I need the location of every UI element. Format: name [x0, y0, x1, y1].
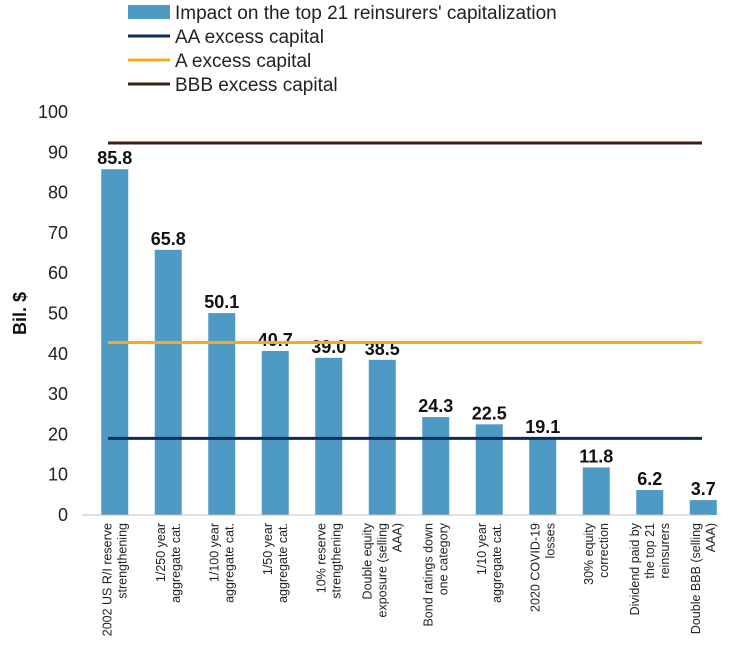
x-tick-label: 1/10 yearaggregate cat. — [475, 523, 504, 603]
data-label: 11.8 — [579, 446, 613, 466]
y-axis-title: Bil. $ — [10, 292, 30, 335]
bar — [689, 500, 717, 515]
x-tick-label: 1/50 yearaggregate cat. — [261, 523, 290, 603]
legend-label: AA excess capital — [175, 27, 324, 48]
y-tick-label: 0 — [58, 505, 68, 525]
data-label: 24.3 — [418, 396, 453, 416]
x-tick-label: Double BBB (sellingAAA) — [689, 523, 718, 634]
bar — [208, 313, 236, 515]
data-label: 65.8 — [151, 229, 186, 249]
x-tick-label: 2020 COVID-19losses — [528, 523, 557, 612]
x-tick-label: 1/100 yearaggregate cat. — [207, 523, 236, 603]
legend-swatch-bar — [128, 5, 170, 19]
x-tick-label: 10% reservestrengthening — [314, 523, 343, 599]
legend-label: A excess capital — [175, 51, 311, 72]
x-tick-label: 30% equitycorrection — [582, 522, 611, 585]
bar — [315, 357, 343, 515]
data-label: 85.8 — [97, 148, 132, 168]
bar — [582, 467, 610, 515]
bar — [422, 417, 450, 515]
bar — [636, 490, 664, 515]
data-label: 19.1 — [525, 417, 560, 437]
data-label: 22.5 — [472, 403, 507, 423]
data-label: 39.0 — [311, 337, 346, 357]
y-tick-label: 80 — [48, 183, 68, 203]
data-label: 50.1 — [204, 292, 239, 312]
data-label: 40.7 — [258, 330, 293, 350]
x-tick-label: Double equityexposure (sellingAAA) — [360, 522, 404, 617]
y-tick-label: 40 — [48, 344, 68, 364]
data-label: 3.7 — [691, 479, 716, 499]
x-tick-label: 2002 US R/I reservestrengthening — [100, 523, 129, 636]
y-tick-label: 10 — [48, 465, 68, 485]
data-label: 6.2 — [637, 469, 662, 489]
legend-label: Impact on the top 21 reinsurers' capital… — [175, 3, 557, 24]
bar — [529, 438, 557, 515]
x-tick-label: Dividend paid bythe top 21reinsurers — [628, 522, 672, 615]
legend-label: BBB excess capital — [175, 75, 338, 96]
y-tick-label: 50 — [48, 304, 68, 324]
y-tick-label: 90 — [48, 142, 68, 162]
x-tick-label: Bond ratings downone category — [421, 522, 450, 626]
y-tick-label: 30 — [48, 384, 68, 404]
y-tick-label: 100 — [38, 102, 68, 122]
x-tick-label: 1/250 yearaggregate cat. — [154, 523, 183, 603]
y-tick-label: 60 — [48, 263, 68, 283]
y-tick-label: 70 — [48, 223, 68, 243]
bar — [154, 249, 182, 516]
bar — [261, 350, 289, 515]
y-tick-label: 20 — [48, 424, 68, 444]
